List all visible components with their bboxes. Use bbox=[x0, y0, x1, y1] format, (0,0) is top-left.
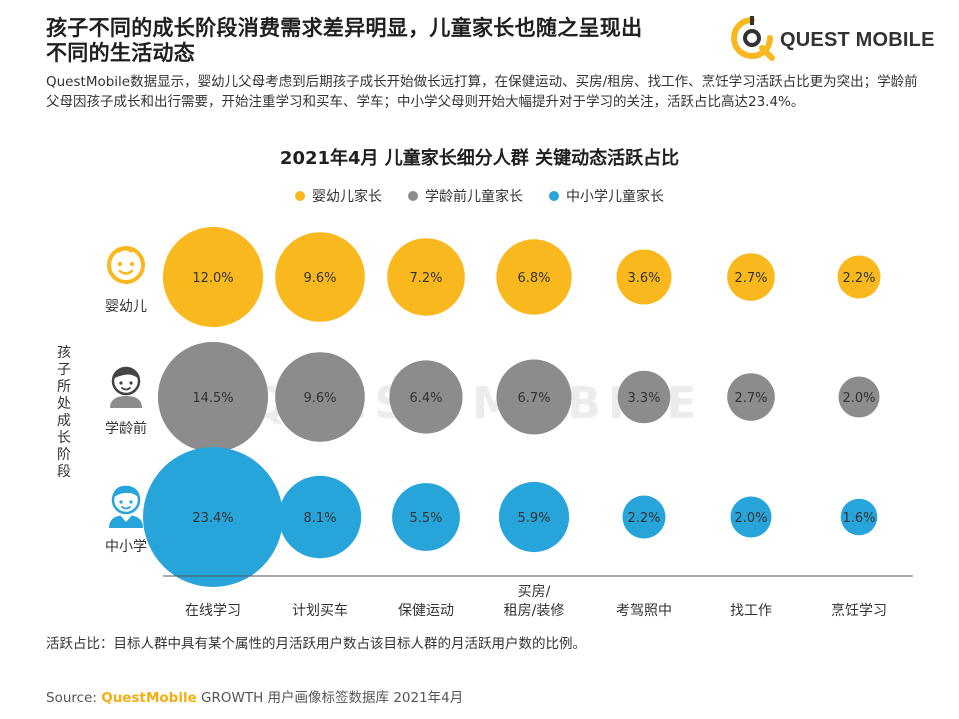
bubble-0-3 bbox=[496, 239, 572, 315]
bubble-0-0 bbox=[162, 226, 264, 328]
bubble-label-0-0: 12.0% bbox=[192, 271, 233, 286]
bubble-label-2-3: 5.9% bbox=[517, 511, 550, 526]
x-tick-label-2: 保健运动 bbox=[398, 603, 454, 619]
bubble-1-0 bbox=[157, 341, 269, 453]
description-text: QuestMobile数据显示，婴幼儿父母考虑到后期孩子成长开始做长远打算，在保… bbox=[46, 74, 918, 110]
bubble-label-2-5: 2.0% bbox=[734, 511, 767, 526]
bubble-label-0-1: 9.6% bbox=[303, 271, 336, 286]
bubble-label-2-6: 1.6% bbox=[842, 511, 875, 526]
legend-swatch-infant bbox=[295, 191, 305, 201]
y-axis-title: 孩子所处成长阶段 bbox=[57, 345, 71, 480]
bubble-label-1-6: 2.0% bbox=[842, 391, 875, 406]
source-line: Source: QuestMobile GROWTH 用户画像标签数据库 202… bbox=[46, 686, 463, 706]
source-prefix: Source: bbox=[46, 690, 97, 706]
bubble-1-4 bbox=[617, 370, 671, 424]
x-tick-label-5: 找工作 bbox=[730, 603, 772, 619]
x-tick-label-4: 考驾照中 bbox=[616, 603, 672, 619]
bubble-label-1-2: 6.4% bbox=[409, 391, 442, 406]
logo-text: QUEST MOBILE bbox=[780, 29, 935, 51]
bubble-label-1-5: 2.7% bbox=[734, 391, 767, 406]
legend-label-infant: 婴幼儿家长 bbox=[312, 189, 382, 205]
questmobile-logo: QUEST MOBILE bbox=[728, 14, 934, 66]
bubble-label-2-0: 23.4% bbox=[192, 511, 233, 526]
bubble-2-1 bbox=[278, 475, 362, 559]
legend-item-school: 中小学儿童家长 bbox=[549, 186, 664, 206]
x-tick-label-1: 计划买车 bbox=[292, 602, 348, 619]
legend: 婴幼儿家长 学龄前儿童家长 中小学儿童家长 bbox=[0, 186, 959, 206]
row-label-infant: 婴幼儿 bbox=[105, 299, 147, 315]
bubble-0-2 bbox=[387, 238, 465, 316]
legend-item-infant: 婴幼儿家长 bbox=[295, 186, 382, 206]
footnote: 活跃占比：目标人群中具有某个属性的月活跃用户数占该目标人群的月活跃用户数的比例。 bbox=[46, 636, 586, 652]
bubble-2-5 bbox=[730, 496, 772, 538]
headline-line1: 孩子不同的成长阶段消费需求差异明显，儿童家长也随之呈现出 bbox=[46, 16, 643, 40]
bubble-label-1-1: 9.6% bbox=[303, 391, 336, 406]
bubble-label-0-3: 6.8% bbox=[517, 271, 550, 286]
bubble-2-4 bbox=[622, 495, 666, 539]
x-tick-label-3: 买房/租房/装修 bbox=[504, 584, 565, 619]
preschool-child-icon bbox=[106, 364, 146, 408]
school-child-icon bbox=[106, 482, 146, 528]
headline-line2: 不同的生活动态 bbox=[46, 41, 196, 65]
baby-face-icon bbox=[106, 244, 146, 284]
bubble-label-2-1: 8.1% bbox=[303, 511, 336, 526]
x-tick-label-0: 在线学习 bbox=[185, 603, 241, 619]
x-tick-label-6: 烹饪学习 bbox=[831, 602, 887, 619]
bubble-0-6 bbox=[837, 255, 881, 299]
bubble-0-5 bbox=[727, 253, 775, 301]
bubble-label-0-6: 2.2% bbox=[842, 271, 875, 286]
bubble-label-2-4: 2.2% bbox=[627, 511, 660, 526]
bubble-2-6 bbox=[840, 498, 878, 536]
chart-title: 2021年4月 儿童家长细分人群 关键动态活跃占比 bbox=[279, 148, 680, 169]
bubble-2-3 bbox=[498, 481, 570, 553]
bubble-label-2-2: 5.5% bbox=[409, 511, 442, 526]
bubble-0-4 bbox=[616, 249, 672, 305]
bubble-label-0-2: 7.2% bbox=[409, 271, 442, 286]
bubble-label-0-4: 3.6% bbox=[627, 271, 660, 286]
bubble-1-6 bbox=[838, 376, 880, 418]
source-rest: GROWTH 用户画像标签数据库 2021年4月 bbox=[196, 690, 464, 706]
legend-item-preschool: 学龄前儿童家长 bbox=[408, 186, 523, 206]
row-label-school: 中小学 bbox=[105, 539, 147, 555]
questmobile-logo-icon bbox=[731, 16, 775, 61]
bubble-2-2 bbox=[392, 483, 460, 551]
bubble-1-5 bbox=[727, 373, 775, 421]
bubble-label-0-5: 2.7% bbox=[734, 271, 767, 286]
bubble-1-1 bbox=[275, 352, 365, 442]
row-label-preschool: 学龄前 bbox=[105, 421, 147, 437]
legend-swatch-preschool bbox=[408, 191, 418, 201]
bubble-0-1 bbox=[275, 232, 365, 322]
bubble-1-2 bbox=[389, 360, 463, 434]
legend-label-school: 中小学儿童家长 bbox=[566, 189, 664, 205]
legend-label-preschool: 学龄前儿童家长 bbox=[425, 189, 523, 205]
bubble-label-1-3: 6.7% bbox=[517, 391, 550, 406]
bubble-label-1-0: 14.5% bbox=[192, 391, 233, 406]
bubble-label-1-4: 3.3% bbox=[627, 391, 660, 406]
bubble-2-0 bbox=[143, 447, 283, 587]
legend-swatch-school bbox=[549, 191, 559, 201]
page-headline: 孩子不同的成长阶段消费需求差异明显，儿童家长也随之呈现出 不同的生活动态 bbox=[46, 16, 726, 66]
source-brand: QuestMobile bbox=[101, 690, 197, 706]
bubble-1-3 bbox=[496, 359, 572, 435]
